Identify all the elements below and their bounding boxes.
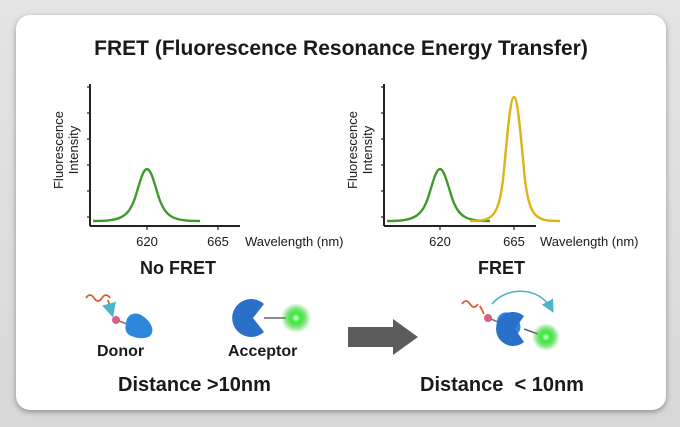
fret-donor-fluorophore-icon	[484, 314, 492, 322]
fret-caption: FRET	[478, 258, 525, 278]
right-tick-665: 665	[503, 234, 525, 249]
fret-complex	[461, 290, 560, 351]
figure-title: FRET (Fluorescence Resonance Energy Tran…	[94, 37, 588, 60]
photon-arrow-icon	[102, 299, 116, 318]
distance-near-label: Distance < 10nm	[420, 374, 584, 396]
left-tick-620: 620	[136, 234, 158, 249]
right-y-label-2: Intensity	[360, 125, 375, 174]
right-acceptor-emission-peak	[469, 95, 561, 223]
left-y-label-1: Fluorescence	[51, 111, 66, 189]
left-donor-emission-peak	[92, 167, 201, 223]
excitation-photon-icon	[85, 294, 111, 302]
left-x-label: Wavelength (nm)	[245, 234, 344, 249]
acceptor-protein-icon	[232, 299, 264, 337]
acceptor-molecule	[232, 299, 311, 337]
right-donor-emission-peak	[386, 167, 491, 223]
fret-spectrum-chart: Fluorescence Intensity 620 665 Wavelengt…	[345, 84, 639, 249]
right-y-label-1: Fluorescence	[345, 111, 360, 189]
fret-photon-icon	[461, 300, 479, 308]
fret-acceptor-protein-icon	[496, 312, 524, 346]
donor-molecule	[85, 294, 153, 339]
donor-protein-icon	[125, 313, 153, 339]
donor-fluorophore-icon	[112, 316, 120, 324]
left-y-label-2: Intensity	[66, 125, 81, 174]
no-fret-spectrum-chart: Fluorescence Intensity 620 665 Wavelengt…	[51, 84, 344, 249]
fret-illustration	[85, 290, 560, 355]
acceptor-glow-icon	[281, 303, 311, 333]
right-x-label: Wavelength (nm)	[540, 234, 639, 249]
fret-photon-arrow-icon	[479, 305, 485, 315]
left-tick-665: 665	[207, 234, 229, 249]
fret-acceptor-glow-icon	[532, 323, 560, 351]
acceptor-label: Acceptor	[228, 343, 298, 360]
distance-far-label: Distance >10nm	[118, 374, 271, 396]
energy-transfer-arrow-icon	[491, 290, 554, 313]
transition-arrow-icon	[348, 319, 418, 355]
figure-card: FRET (Fluorescence Resonance Energy Tran…	[16, 15, 666, 410]
no-fret-caption: No FRET	[140, 258, 216, 278]
left-axes	[87, 84, 240, 230]
donor-label: Donor	[97, 343, 145, 360]
right-axes	[381, 84, 536, 230]
right-tick-620: 620	[429, 234, 451, 249]
